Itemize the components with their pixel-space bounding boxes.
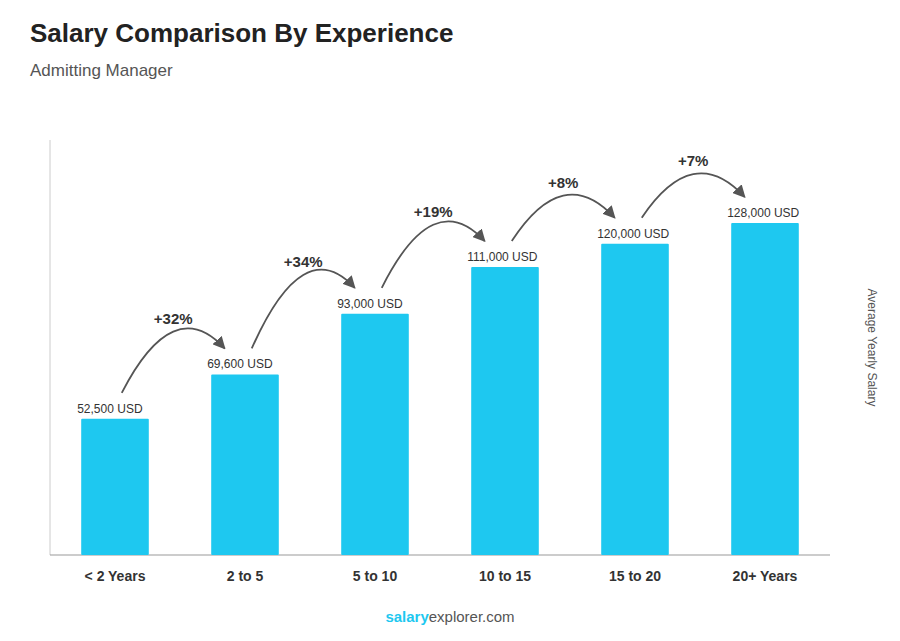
bar (601, 244, 669, 555)
x-tick-label: 2 to 5 (227, 568, 264, 584)
bar (81, 419, 149, 555)
y-axis-label: Average Yearly Salary (865, 289, 879, 407)
change-arrow (252, 270, 355, 349)
change-label: +32% (154, 310, 193, 327)
title: Salary Comparison By Experience (30, 18, 453, 48)
watermark-bold: salary (385, 608, 429, 625)
change-label: +8% (548, 174, 578, 191)
data-label: 111,000 USD (467, 250, 538, 264)
bar (471, 267, 539, 555)
bar (341, 314, 409, 555)
annotations: +32% +34% +19% +8% +7% (122, 152, 745, 393)
y-axis-line (50, 140, 51, 555)
change-arrow (512, 195, 615, 242)
bars (81, 223, 799, 555)
data-label: 93,000 USD (337, 297, 403, 311)
bar (211, 374, 279, 555)
watermark: salaryexplorer.com (385, 608, 514, 625)
watermark-normal: explorer.com (429, 608, 515, 625)
change-label: +34% (284, 253, 323, 270)
x-tick-label: < 2 Years (85, 568, 146, 584)
chart: Salary Comparison By Experience Admitting… (0, 0, 900, 641)
change-label: +19% (414, 203, 453, 220)
x-tick-label: 5 to 10 (353, 568, 398, 584)
change-arrow (122, 328, 225, 392)
change-label: +7% (678, 152, 708, 169)
x-tick-label: 20+ Years (733, 568, 798, 584)
subtitle: Admitting Manager (30, 61, 173, 80)
x-tick-label: 15 to 20 (609, 568, 661, 584)
change-arrow (642, 173, 745, 217)
bar (731, 223, 799, 555)
change-arrow (382, 221, 485, 287)
baseline (50, 555, 830, 556)
x-tick-label: 10 to 15 (479, 568, 531, 584)
data-label: 128,000 USD (727, 206, 799, 220)
data-label: 52,500 USD (77, 402, 143, 416)
data-label: 69,600 USD (207, 357, 273, 371)
data-label: 120,000 USD (597, 227, 669, 241)
